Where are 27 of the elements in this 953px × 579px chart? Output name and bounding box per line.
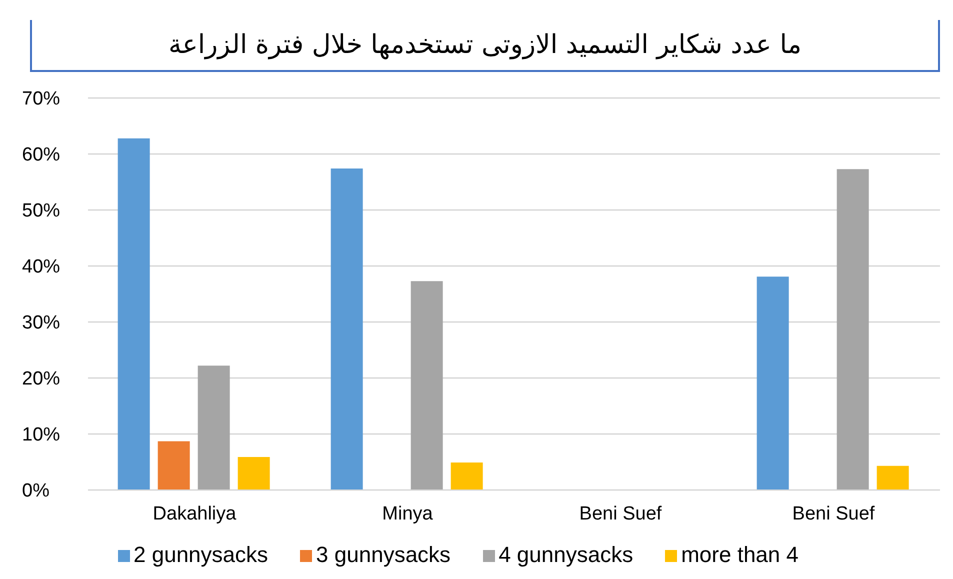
legend-label: 2 gunnysacks [134,542,268,567]
y-tick-label: 20% [22,368,60,390]
x-tick-label: Beni Suef [792,503,876,524]
bar [410,281,443,490]
y-tick-label: 0% [22,480,50,502]
legend-label: 3 gunnysacks [316,542,451,567]
x-tick-label: Dakahliya [152,503,237,524]
bar [198,366,230,490]
x-tick-label: Minya [382,503,434,524]
y-tick-label: 10% [22,424,60,446]
y-tick-label: 40% [22,256,60,278]
legend-label: more than 4 [681,542,798,567]
bar [330,168,363,490]
bar [450,462,483,490]
y-tick-label: 70% [22,88,60,110]
y-tick-label: 60% [22,144,60,166]
legend-label: 4 gunnysacks [498,542,634,567]
bar [836,169,869,490]
bar [158,441,190,490]
y-tick-label: 30% [22,312,60,334]
bar [118,138,150,490]
chart-title: ما عدد شكاير التسميد الازوتى تستخدمها خلال فترة الزراعة [30,20,940,72]
bar [756,276,789,490]
bar [238,456,270,490]
x-tick-label: Beni Suef [579,503,662,524]
bar [876,466,909,490]
y-tick-label: 50% [22,200,60,222]
